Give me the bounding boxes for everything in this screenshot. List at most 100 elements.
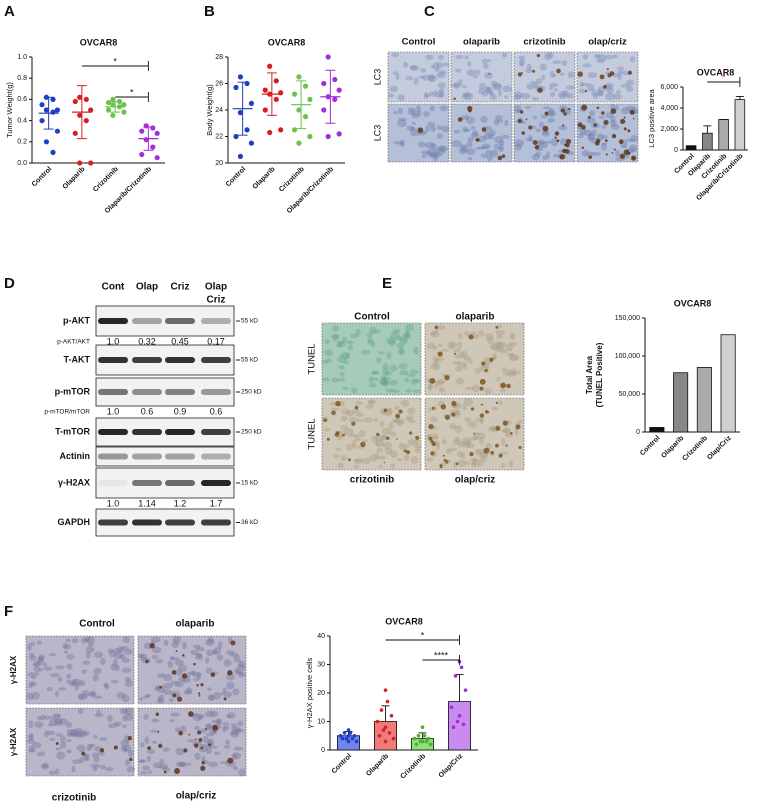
- data-point: [77, 94, 83, 100]
- nucleus: [107, 648, 114, 654]
- data-point: [321, 107, 327, 113]
- micrograph: [450, 51, 513, 103]
- nucleus: [374, 452, 380, 461]
- x-tick-label: Control: [331, 753, 354, 776]
- nucleus: [124, 676, 132, 682]
- nucleus: [238, 768, 246, 777]
- stain: [176, 696, 183, 702]
- stain: [537, 87, 543, 93]
- nucleus: [422, 74, 430, 81]
- nucleus: [485, 126, 493, 130]
- data-point: [83, 96, 89, 102]
- nucleus: [37, 640, 42, 646]
- nucleus: [455, 68, 462, 73]
- nucleus: [492, 355, 497, 360]
- nucleus: [461, 94, 470, 99]
- nucleus: [139, 697, 144, 701]
- nucleus: [194, 725, 200, 731]
- micrograph-bg: [25, 635, 135, 705]
- nucleus: [626, 86, 634, 92]
- nucleus: [231, 753, 238, 760]
- data-point: [273, 96, 279, 102]
- micrograph: [321, 322, 422, 396]
- nucleus: [66, 663, 73, 670]
- nucleus: [483, 133, 491, 140]
- nucleus: [457, 459, 467, 467]
- nucleus: [434, 67, 440, 72]
- micrograph-bg: [513, 51, 576, 103]
- nucleus: [509, 352, 515, 361]
- y-axis-label: Body Weight(g): [205, 84, 214, 136]
- nucleus: [505, 343, 513, 352]
- nucleus: [30, 675, 37, 679]
- nucleus: [558, 125, 568, 131]
- nucleus: [142, 694, 150, 699]
- stain: [386, 436, 390, 440]
- stain: [428, 436, 433, 441]
- nucleus: [486, 154, 493, 162]
- nucleus: [508, 368, 517, 374]
- stain: [197, 730, 202, 735]
- nucleus: [205, 667, 213, 674]
- nucleus: [99, 737, 108, 741]
- nucleus: [195, 652, 202, 659]
- stain: [171, 670, 177, 675]
- ratio-value: 0.9: [174, 406, 187, 416]
- nucleus: [474, 367, 481, 375]
- nucleus: [513, 94, 522, 100]
- nucleus: [34, 672, 40, 676]
- nucleus: [389, 431, 397, 437]
- stain: [605, 153, 608, 156]
- bar: [649, 427, 665, 433]
- data-point: [391, 736, 396, 741]
- nucleus: [91, 752, 99, 758]
- nucleus: [484, 88, 490, 92]
- nucleus: [372, 329, 382, 334]
- stain: [559, 154, 565, 160]
- data-point: [233, 133, 239, 140]
- stain: [581, 124, 586, 130]
- nucleus: [461, 437, 472, 446]
- data-point: [449, 705, 454, 710]
- micrograph: [576, 51, 639, 103]
- nucleus: [175, 747, 185, 756]
- nucleus: [90, 763, 101, 769]
- bar: [718, 119, 729, 151]
- data-point: [54, 107, 61, 113]
- nucleus: [407, 407, 416, 415]
- nucleus: [484, 72, 494, 79]
- nucleus: [28, 720, 34, 729]
- nucleus: [550, 138, 559, 147]
- nucleus: [119, 708, 129, 715]
- blot-band: [165, 357, 195, 363]
- nucleus: [378, 351, 385, 355]
- nucleus: [81, 669, 88, 674]
- data-point: [296, 140, 302, 146]
- nucleus: [40, 714, 46, 721]
- nucleus: [48, 653, 57, 657]
- nucleus: [541, 74, 546, 81]
- nucleus: [27, 684, 34, 689]
- nucleus: [93, 756, 101, 763]
- nucleus: [226, 712, 236, 719]
- nucleus: [233, 746, 244, 751]
- nucleus: [380, 434, 388, 441]
- nucleus: [558, 91, 567, 99]
- nucleus: [538, 121, 544, 128]
- nucleus: [471, 458, 476, 466]
- micrograph: [424, 322, 525, 396]
- nucleus: [475, 146, 485, 150]
- nucleus: [453, 410, 461, 418]
- nucleus: [336, 343, 343, 348]
- stain: [188, 711, 194, 717]
- micrograph-bg: [321, 322, 422, 396]
- nucleus: [348, 433, 358, 438]
- nucleus: [411, 121, 416, 125]
- panel-letter: F: [4, 603, 13, 620]
- stain: [502, 420, 508, 426]
- nucleus: [324, 338, 331, 344]
- nucleus: [567, 71, 575, 78]
- data-point: [110, 96, 116, 102]
- stain: [178, 730, 183, 736]
- nucleus: [397, 420, 403, 427]
